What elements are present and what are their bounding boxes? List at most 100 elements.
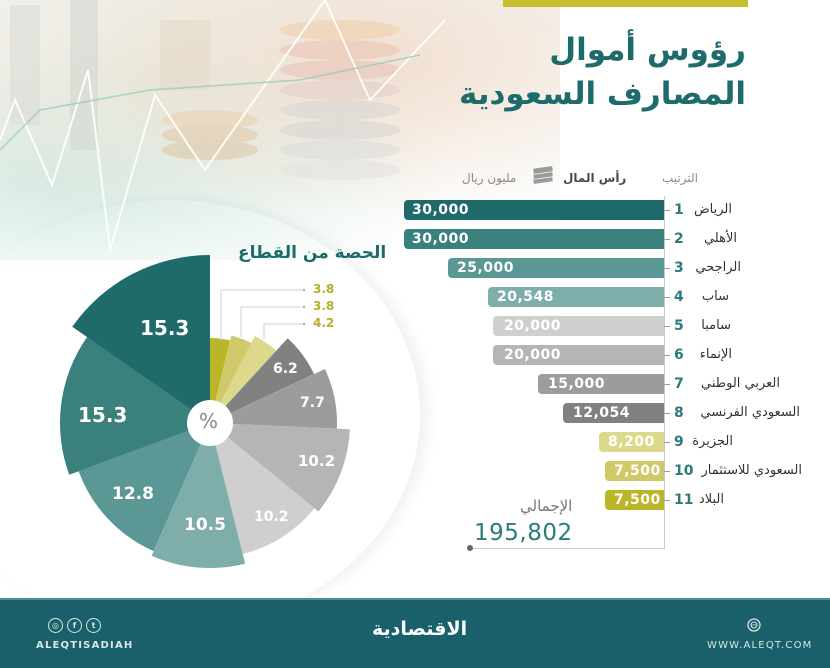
- bar: [404, 200, 664, 220]
- footer: [0, 598, 830, 668]
- pie-title: الحصة من القطاع: [238, 243, 387, 263]
- rank-number: 9: [674, 434, 684, 450]
- website-link[interactable]: WWW.ALEQT.COM: [707, 640, 813, 651]
- bar-axis: [664, 196, 665, 549]
- pie-slice-saudi-investment: [210, 335, 252, 423]
- bar-row: 20,000 6 الإنماء: [0, 344, 830, 366]
- axis-tick: [664, 239, 670, 240]
- pie-slice-samba: [210, 423, 315, 554]
- bar-value: 25,000: [457, 260, 515, 276]
- accent-bar: [503, 0, 748, 7]
- bar-row: 30,000 2 الأهلي: [0, 228, 830, 250]
- bank-name: الرياض: [693, 202, 732, 217]
- bar-row: 15,000 7 العربي الوطني: [0, 373, 830, 395]
- axis-tick: [664, 297, 670, 298]
- rank-number: 8: [674, 405, 684, 421]
- bar: [599, 432, 664, 452]
- bar-row: 30,000 1 الرياض: [0, 199, 830, 221]
- pie-slice-riyad: [72, 255, 210, 423]
- bar-row: 20,548 4 ساب: [0, 286, 830, 308]
- axis-tick: [664, 500, 670, 501]
- total-value: 195,802: [474, 520, 573, 546]
- total-bracket: [470, 548, 665, 549]
- axis-tick: [664, 268, 670, 269]
- money-stack-icon: [532, 165, 554, 185]
- bank-name: سامبا: [701, 318, 731, 333]
- bank-name: العربي الوطني: [701, 376, 780, 391]
- bar: [448, 258, 664, 278]
- trend-line-decoration: [0, 0, 446, 251]
- share-pie-chart: [60, 255, 350, 569]
- rank-number: 5: [674, 318, 684, 334]
- bar-row: 8,200 9 الجزيرة: [0, 431, 830, 453]
- bank-name: السعودي للاستثمار: [701, 463, 802, 478]
- bar: [563, 403, 664, 423]
- bar-value: 8,200: [608, 434, 655, 450]
- bar-value: 20,000: [504, 318, 562, 334]
- rank-number: 7: [674, 376, 684, 392]
- axis-tick: [664, 210, 670, 211]
- bank-name: الإنماء: [699, 347, 732, 362]
- bar-row: 25,000 3 الراجحي: [0, 257, 830, 279]
- axis-tick: [664, 384, 670, 385]
- bar-row: 7,500 10 السعودي للاستثمار: [0, 460, 830, 482]
- bar-row: 12,054 8 السعودي الفرنسي: [0, 402, 830, 424]
- pie-slice-rajhi: [78, 423, 210, 552]
- bar-value: 7,500: [614, 492, 661, 508]
- rank-number: 6: [674, 347, 684, 363]
- bank-name: ساب: [701, 289, 729, 304]
- bar-value: 12,054: [573, 405, 631, 421]
- bar: [493, 345, 664, 365]
- bank-name: الأهلي: [703, 231, 737, 246]
- bar-value: 20,000: [504, 347, 562, 363]
- pie-slice-alinma: [210, 423, 350, 512]
- pie-slice-jazira: [210, 336, 277, 423]
- axis-tick: [664, 326, 670, 327]
- bar: [538, 374, 664, 394]
- unit-header: مليون ريال: [462, 171, 517, 185]
- brand-logo: الاقتصادية: [372, 618, 468, 640]
- bar-value: 30,000: [412, 231, 470, 247]
- rank-number: 11: [674, 492, 694, 508]
- total-bracket-dot: [467, 545, 473, 551]
- bar-row: 7,500 11 البلاد: [0, 489, 830, 511]
- instagram-icon[interactable]: ◎: [48, 618, 63, 633]
- bank-name: السعودي الفرنسي: [700, 405, 800, 420]
- rank-number: 1: [674, 202, 684, 218]
- pie-center: [187, 400, 233, 446]
- rank-number: 10: [674, 463, 694, 479]
- bar-row: 20,000 5 سامبا: [0, 315, 830, 337]
- bar: [605, 461, 664, 481]
- total-label: الإجمالي: [520, 497, 573, 515]
- bar-value: 20,548: [497, 289, 555, 305]
- bar-value: 7,500: [614, 463, 661, 479]
- pie-slice-sabb: [151, 423, 246, 569]
- axis-tick: [664, 355, 670, 356]
- pie-slice-saudi-fransi: [210, 338, 314, 423]
- page-title: رؤوس أموال المصارف السعودية: [459, 28, 746, 116]
- axis-tick: [664, 442, 670, 443]
- pie-slice-ahli: [60, 337, 210, 475]
- bar: [488, 287, 664, 307]
- rank-number: 4: [674, 289, 684, 305]
- bar: [404, 229, 664, 249]
- pie-slice-anb: [210, 369, 338, 429]
- social-handle[interactable]: ALEQTISADIAH: [36, 640, 134, 651]
- social-links: ◎ f t: [48, 618, 101, 633]
- bar: [605, 490, 664, 510]
- bar-value: 30,000: [412, 202, 470, 218]
- background-photo: [0, 0, 560, 260]
- rank-number: 3: [674, 260, 684, 276]
- rank-header: الترتيب: [662, 171, 698, 185]
- capital-header: رأس المال: [563, 171, 627, 185]
- facebook-icon[interactable]: f: [67, 618, 82, 633]
- title-line-1: رؤوس أموال: [549, 32, 746, 68]
- title-line-2: المصارف السعودية: [459, 76, 746, 112]
- twitter-icon[interactable]: t: [86, 618, 101, 633]
- bar: [493, 316, 664, 336]
- bar-value: 15,000: [548, 376, 606, 392]
- axis-tick: [664, 471, 670, 472]
- bank-name: الجزيرة: [692, 434, 733, 449]
- rank-number: 2: [674, 231, 684, 247]
- bank-name: الراجحي: [695, 260, 741, 275]
